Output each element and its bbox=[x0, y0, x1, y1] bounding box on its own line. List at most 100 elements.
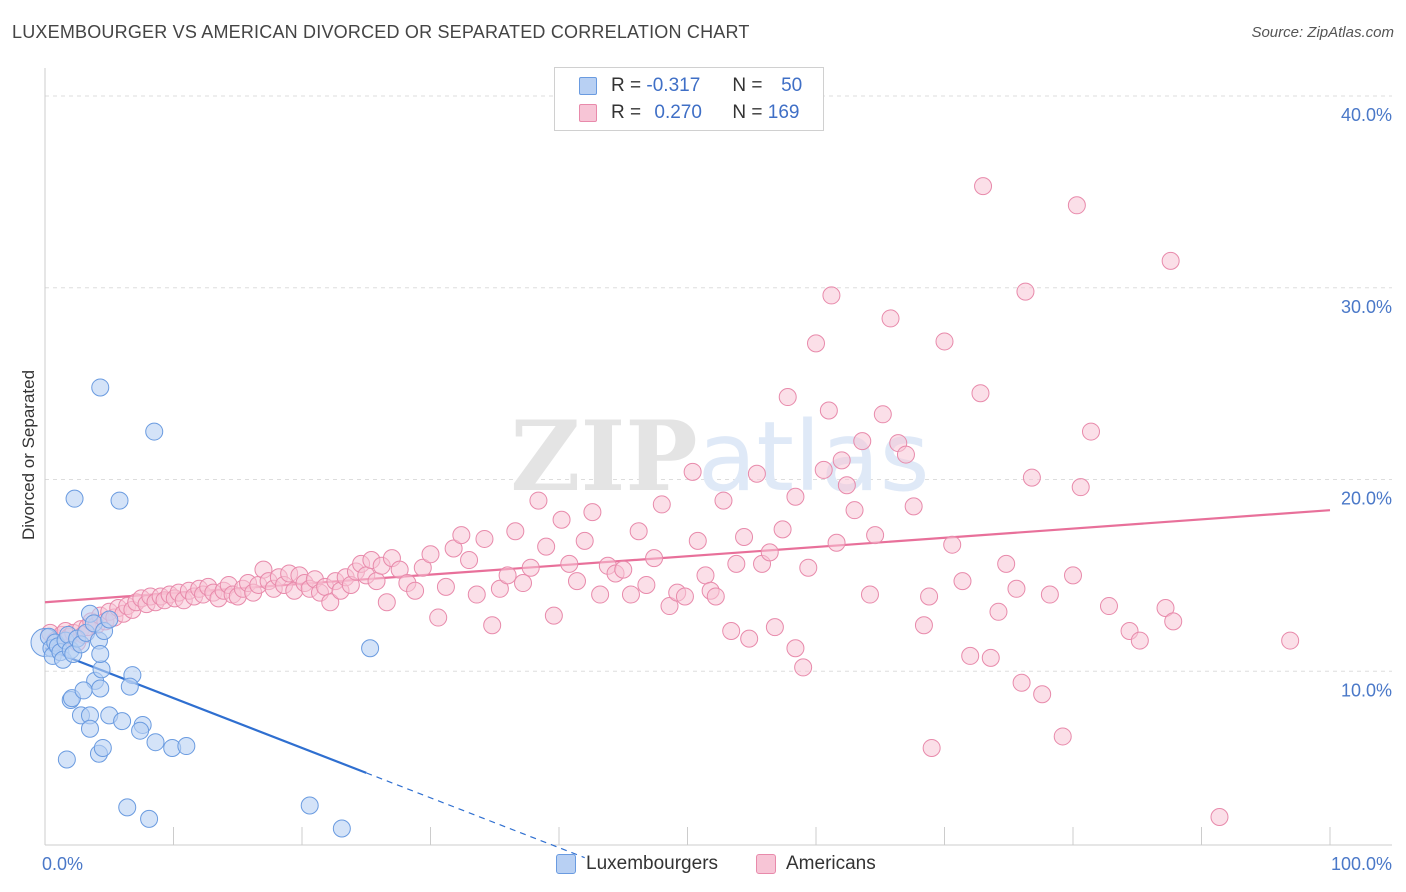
y-tick-label: 20.0% bbox=[1341, 489, 1392, 509]
luxembourger-point bbox=[145, 422, 164, 441]
bottom-legend-americans[interactable]: Americans bbox=[756, 851, 876, 877]
luxembourger-point bbox=[140, 809, 159, 828]
legend-swatch-blue bbox=[579, 77, 597, 95]
american-point bbox=[629, 522, 648, 541]
legend-r-value: 0.270 bbox=[654, 102, 702, 123]
legend-n-label: N = bbox=[732, 102, 763, 123]
luxembourger-point bbox=[80, 719, 99, 738]
american-point bbox=[853, 432, 872, 451]
american-point bbox=[475, 529, 494, 548]
trend-lines bbox=[44, 509, 1331, 859]
luxembourger-point bbox=[118, 798, 137, 817]
bottom-legend-swatch-blue bbox=[556, 854, 576, 874]
bottom-legend-label: Luxembourgers bbox=[586, 853, 719, 874]
stats-legend: R = -0.317 N = 50 R = 0.270 N = 169 bbox=[554, 67, 824, 131]
american-point bbox=[421, 545, 440, 564]
american-point bbox=[652, 495, 671, 514]
american-point bbox=[822, 286, 841, 305]
bottom-legend-luxembourgers[interactable]: Luxembourgers bbox=[556, 851, 718, 877]
luxembourger-point bbox=[300, 796, 319, 815]
source-note: Source: ZipAtlas.com bbox=[1251, 24, 1394, 41]
american-point bbox=[904, 497, 923, 516]
american-point bbox=[747, 464, 766, 483]
luxembourger-point bbox=[91, 378, 110, 397]
american-point bbox=[683, 462, 702, 481]
american-point bbox=[881, 309, 900, 328]
american-point bbox=[406, 581, 425, 600]
tick-labels: 10.0% 20.0% 30.0% 40.0% 0.0% 100.0% bbox=[42, 105, 1392, 874]
american-point bbox=[637, 575, 656, 594]
american-point bbox=[989, 602, 1008, 621]
american-point bbox=[1067, 196, 1086, 215]
american-point bbox=[1164, 612, 1183, 631]
american-point bbox=[490, 579, 509, 598]
legend-row-luxembourgers: R = -0.317 N = 50 bbox=[579, 74, 802, 98]
american-point bbox=[1053, 727, 1072, 746]
american-point bbox=[1033, 685, 1052, 704]
luxembourger-point bbox=[93, 738, 112, 757]
luxembourger-point bbox=[146, 733, 165, 752]
american-point bbox=[786, 639, 805, 658]
american-point bbox=[922, 738, 941, 757]
american-point bbox=[845, 501, 864, 520]
axes bbox=[44, 68, 1392, 846]
american-point bbox=[1281, 631, 1300, 650]
american-point bbox=[521, 558, 540, 577]
luxembourger-point bbox=[91, 679, 110, 698]
american-point bbox=[735, 528, 754, 547]
american-point bbox=[514, 574, 533, 593]
american-point bbox=[1161, 251, 1180, 270]
bottom-legend-swatch-pink bbox=[756, 854, 776, 874]
american-point bbox=[920, 587, 939, 606]
american-point bbox=[866, 526, 885, 545]
american-point bbox=[819, 401, 838, 420]
american-point bbox=[981, 648, 1000, 667]
american-point bbox=[591, 585, 610, 604]
american-point bbox=[436, 577, 455, 596]
american-point bbox=[498, 566, 517, 585]
american-point bbox=[621, 585, 640, 604]
american-point bbox=[567, 572, 586, 591]
american-point bbox=[1099, 597, 1118, 616]
luxembourger-point bbox=[100, 610, 119, 629]
americans-points bbox=[41, 177, 1300, 826]
american-point bbox=[1210, 807, 1229, 826]
american-point bbox=[544, 606, 563, 625]
american-point bbox=[837, 476, 856, 495]
x-tick-label: 0.0% bbox=[42, 854, 83, 874]
american-point bbox=[506, 522, 525, 541]
american-point bbox=[452, 526, 471, 545]
american-point bbox=[722, 621, 741, 640]
american-point bbox=[760, 543, 779, 562]
american-point bbox=[714, 491, 733, 510]
legend-row-americans: R = 0.270 N = 169 bbox=[579, 101, 799, 125]
american-point bbox=[413, 558, 432, 577]
american-point bbox=[537, 537, 556, 556]
grid-lines bbox=[45, 95, 1392, 672]
american-point bbox=[807, 334, 825, 353]
luxembourger-point bbox=[332, 819, 351, 838]
american-point bbox=[765, 618, 784, 637]
american-point bbox=[390, 560, 409, 579]
american-point bbox=[860, 585, 879, 604]
legend-r-value: -0.317 bbox=[646, 75, 701, 96]
luxembourger-point bbox=[65, 489, 84, 508]
luxembourger-point bbox=[110, 491, 129, 510]
american-point bbox=[321, 593, 340, 612]
american-point bbox=[773, 520, 792, 539]
american-point bbox=[943, 535, 962, 554]
american-point bbox=[727, 554, 746, 573]
legend-n-label: N = bbox=[732, 75, 763, 96]
american-point bbox=[799, 558, 818, 577]
american-point bbox=[1022, 468, 1041, 487]
bottom-legend-label: Americans bbox=[786, 853, 876, 874]
y-axis-label: Divorced or Separated bbox=[19, 370, 38, 540]
american-point bbox=[1130, 631, 1149, 650]
legend-swatch-pink bbox=[579, 104, 597, 122]
american-point bbox=[794, 658, 813, 677]
watermark: ZIPatlas bbox=[510, 400, 929, 513]
american-point bbox=[660, 597, 679, 616]
american-point bbox=[377, 593, 396, 612]
american-point bbox=[778, 388, 797, 407]
